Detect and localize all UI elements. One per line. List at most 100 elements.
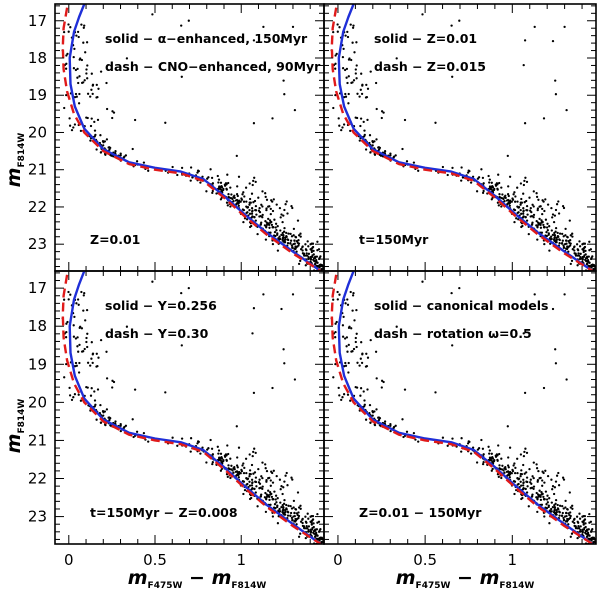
star-point xyxy=(497,204,500,207)
star-point xyxy=(350,327,353,330)
star-point xyxy=(304,243,307,246)
star-point xyxy=(242,208,246,212)
star-point xyxy=(189,179,192,182)
star-point xyxy=(529,206,532,210)
star-point xyxy=(572,518,576,521)
star-point xyxy=(205,461,208,464)
star-point xyxy=(535,491,538,495)
star-point xyxy=(67,30,70,33)
star-point xyxy=(86,77,89,80)
star-point xyxy=(338,293,341,296)
star-point xyxy=(563,293,566,296)
star-point xyxy=(102,414,105,417)
star-point xyxy=(553,509,556,512)
star-point xyxy=(218,185,221,188)
star-point xyxy=(349,129,352,133)
star-point xyxy=(339,538,341,540)
star-point xyxy=(497,173,500,176)
star-point xyxy=(91,92,94,96)
star-point xyxy=(284,236,287,239)
star-point xyxy=(114,150,117,153)
star-point xyxy=(467,440,470,443)
star-point xyxy=(532,205,535,208)
star-point xyxy=(469,181,473,184)
star-point xyxy=(505,470,509,474)
star-point xyxy=(304,536,307,540)
star-point xyxy=(458,19,461,22)
star-point xyxy=(550,478,553,481)
star-point xyxy=(331,267,333,269)
star-point xyxy=(366,87,370,90)
star-point xyxy=(550,237,553,241)
y-tick-label: 17 xyxy=(28,279,47,297)
star-point xyxy=(86,92,90,95)
star-point xyxy=(360,92,364,96)
star-point xyxy=(289,232,292,236)
star-point xyxy=(337,532,339,534)
star-point xyxy=(73,95,77,99)
star-point xyxy=(253,199,257,203)
star-point xyxy=(280,213,283,216)
star-point xyxy=(86,361,90,364)
star-point xyxy=(205,190,208,193)
star-point xyxy=(360,341,363,344)
star-point xyxy=(540,503,544,506)
star-point xyxy=(251,209,254,212)
star-point xyxy=(290,235,294,238)
star-point xyxy=(522,215,525,218)
star-point xyxy=(514,466,517,470)
star-point xyxy=(316,521,319,524)
star-point xyxy=(525,199,528,203)
star-point xyxy=(481,462,485,466)
star-point xyxy=(254,491,257,494)
star-point xyxy=(538,222,541,225)
star-point xyxy=(441,165,445,169)
star-point xyxy=(513,492,516,496)
star-point xyxy=(543,242,546,246)
star-point xyxy=(241,464,244,467)
star-point xyxy=(555,513,558,516)
star-point xyxy=(105,107,109,111)
star-point xyxy=(530,482,533,485)
star-point xyxy=(65,54,68,57)
star-point xyxy=(536,480,539,483)
star-point xyxy=(147,440,150,443)
star-point xyxy=(525,476,529,479)
star-point xyxy=(333,254,335,256)
star-point xyxy=(105,408,109,411)
star-point xyxy=(261,487,264,491)
star-point xyxy=(304,515,307,518)
star-point xyxy=(508,446,512,449)
star-point xyxy=(344,92,347,96)
star-point xyxy=(105,81,108,85)
star-point xyxy=(251,481,254,484)
star-point xyxy=(242,462,245,465)
star-point xyxy=(312,272,314,274)
star-point xyxy=(285,507,288,510)
star-point xyxy=(124,154,128,157)
star-point xyxy=(207,176,210,179)
star-point xyxy=(576,536,579,540)
star-point xyxy=(291,246,294,250)
star-point xyxy=(561,504,564,508)
star-point xyxy=(482,461,485,464)
star-point xyxy=(291,519,294,522)
star-point xyxy=(508,200,512,203)
star-point xyxy=(264,192,267,195)
star-point xyxy=(539,498,543,502)
star-point xyxy=(252,179,255,183)
star-point xyxy=(347,534,349,536)
star-point xyxy=(242,492,245,496)
star-point xyxy=(366,356,370,359)
star-point xyxy=(283,498,286,502)
star-point xyxy=(307,245,310,248)
star-point xyxy=(304,264,307,267)
star-point xyxy=(545,498,549,501)
star-point xyxy=(287,232,290,235)
star-point xyxy=(358,139,361,142)
star-point xyxy=(591,527,594,531)
star-point xyxy=(274,222,278,225)
star-point xyxy=(151,13,154,16)
star-point xyxy=(359,538,361,540)
star-point xyxy=(271,515,275,518)
